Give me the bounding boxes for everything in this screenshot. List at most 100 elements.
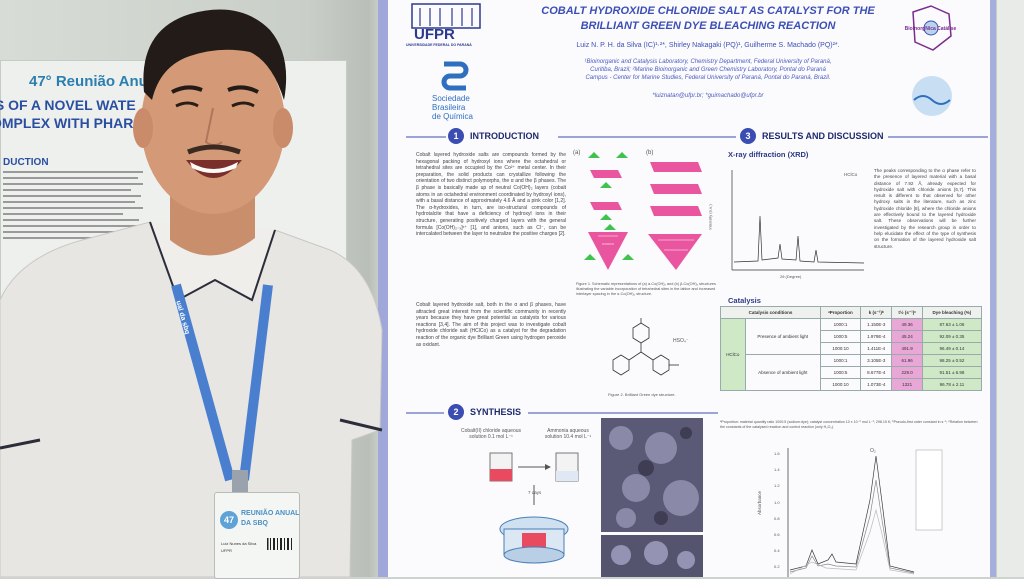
reagent-1-line-1: Cobalt(II) chloride aqueous (460, 428, 522, 434)
intro-number: 1 (448, 128, 464, 144)
uv-ytick: 1.4 (774, 467, 780, 473)
fig-label-a: (a) (573, 150, 581, 156)
synthesis-number: 2 (448, 404, 464, 420)
badge-line-2: DA SBQ (241, 520, 268, 527)
sbq-line-2: Brasileira (432, 103, 466, 112)
table-header: ᵃProportion (819, 306, 862, 319)
badge-line-1: REUNIÃO ANUAL (241, 510, 300, 517)
catalysis-title: Catalysis (728, 296, 761, 305)
fig1-caption: Figure 1. Schematic representations of (… (576, 282, 716, 296)
crystal-structure-figure (584, 152, 702, 270)
group-cell: Absence of ambient light (744, 354, 821, 391)
lab-logo-text: BioInorgNica Catálise (904, 26, 957, 32)
synthesis-heading: 2 SYNTHESIS (448, 404, 521, 420)
uv-ytick: 1.6 (774, 451, 780, 456)
xrd-xlabel: 2θ (Degree) (780, 274, 802, 279)
poster-emails: *luiznatan@ufpr.br; *guimachado@ufpr.br (652, 93, 764, 99)
table-cell: 8.677E-4 (859, 366, 893, 379)
left-poster-section: DUCTION (3, 157, 49, 168)
table-header-row: Catalysis conditions ᵃProportion k (s⁻¹)… (720, 306, 983, 319)
poster-affiliation-1: ¹Bioinorganic and Catalysis Laboratory, … (584, 59, 832, 65)
results-number: 3 (740, 128, 756, 144)
table-cell: 1000:1 (819, 318, 862, 331)
uv-ytick: 1.0 (774, 499, 780, 505)
intro-title: INTRODUCTION (470, 131, 539, 141)
uv-ytick: 0.6 (774, 532, 780, 538)
research-poster: UFPR UNIVERSIDADE FEDERAL DO PARANÁ Soci… (378, 0, 996, 577)
sbq-line-3: de Química (432, 112, 473, 121)
catalysis-table: Catalysis conditions ᵃProportion k (s⁻¹)… (720, 306, 983, 391)
intro-paragraph-1: Cobalt layered hydroxide salts are compo… (416, 152, 566, 238)
results-heading: 3 RESULTS AND DISCUSSION (740, 128, 884, 144)
left-poster-text-lines (3, 171, 143, 239)
table-header: Catalysis conditions (720, 306, 821, 319)
hso4-label: HSO₄⁻ (673, 338, 689, 344)
table-row: 1000:5 1.979E-4 45.24 92.09 ± 0.35 (721, 330, 983, 343)
group-cell: Presence of ambient light (744, 318, 821, 355)
table-cell: 1000:5 (819, 366, 862, 379)
uv-ytick: 0.8 (774, 515, 780, 521)
person-smiling (0, 9, 383, 577)
uv-ytick: 0.4 (774, 548, 780, 554)
sbq-logo-icon (441, 61, 469, 91)
table-row: 1000:10 1.073E-4 1321 96.78 ± 2.11 (721, 378, 983, 391)
table-row: 1000:10 1.411E-4 491.9 96.49 ± 0.14 (721, 342, 983, 355)
synthesis-rule-right (528, 412, 718, 414)
poster-title-line-1: COBALT HYDROXIDE CHLORIDE SALT AS CATALY… (541, 5, 875, 17)
results-title: RESULTS AND DISCUSSION (762, 131, 884, 141)
reagent-2-line-2: solution 10.4 mol L⁻¹ (544, 434, 592, 440)
table-cell: 61.96 (891, 354, 923, 367)
poster-affiliation-2: Curitiba, Brazil; ²Marine Bioinorganic a… (590, 67, 826, 73)
left-poster-heading-1: IS OF A NOVEL WATE (0, 97, 136, 113)
poster-authors: Luiz N. P. H. da Silva (IC)¹·²*, Shirley… (576, 42, 840, 49)
table-cell: 49.36 (891, 318, 923, 331)
barcode-icon (267, 538, 292, 550)
table-cell: 92.09 ± 0.35 (921, 330, 983, 343)
intro-rule-right (558, 136, 718, 138)
table-cell: 96.78 ± 2.11 (921, 378, 983, 391)
intro-heading: 1 INTRODUCTION (448, 128, 539, 144)
catalyst-cell: HClCo (720, 318, 746, 391)
synthesis-days: 7 days (528, 490, 542, 495)
reagent-2-line-1: Ammonia aqueous (547, 428, 589, 434)
uv-yticks: 1.6 1.4 1.2 1.0 0.8 0.6 0.4 0.2 (774, 446, 780, 576)
table-cell: 87.63 ± 1.06 (921, 318, 983, 331)
table-cell: 3.105E-3 (859, 354, 893, 367)
table-cell: 91.51 ± 6.98 (921, 366, 983, 379)
poster-title-line-2: BRILLIANT GREEN DYE BLEACHING REACTION (580, 20, 836, 32)
uv-ytick: 0.2 (774, 564, 780, 570)
table-cell: 491.9 (891, 342, 923, 355)
uv-ytick: 1.2 (774, 483, 780, 489)
table-row: 1000:5 8.677E-4 229.0 91.51 ± 6.98 (721, 366, 983, 379)
sem-image-bottom (601, 535, 703, 577)
sem-image-top (601, 418, 703, 532)
table-cell: 1.073E-4 (859, 378, 893, 391)
xrd-ylabel: Intensity (a.u.) (707, 204, 713, 230)
uv-ylabel: Absorbance (757, 490, 763, 516)
table-cell: 1000:10 (819, 378, 862, 391)
badge-number: 47 (220, 511, 238, 529)
results-rule-left (718, 136, 736, 138)
lab-logo-icon (912, 5, 952, 51)
table-cell: 1.411E-4 (859, 342, 893, 355)
table-row: Absence of ambient light 1000:1 3.105E-3… (721, 354, 983, 391)
synthesis-scheme (489, 452, 579, 564)
table-cell: 1000:5 (819, 330, 862, 343)
table-header: t½ (s⁻¹)ᶜ (891, 306, 923, 319)
table-header: k (s⁻¹)ᵇ (859, 306, 893, 319)
intro-rule-left (406, 136, 446, 138)
fig-label-b: (b) (646, 150, 654, 156)
table-cell: 98.25 ± 0.52 (921, 354, 983, 367)
synthesis-rule-left (406, 412, 444, 414)
right-wall-panel (995, 0, 1024, 577)
table-cell: 1321 (891, 378, 923, 391)
table-cell: 229.0 (891, 366, 923, 379)
badge-name: Luiz Nunes da Silva (221, 541, 257, 546)
xrd-title: X-ray diffraction (XRD) (728, 150, 809, 159)
intro-paragraph-2: Cobalt layered hydroxide salt, both in t… (416, 302, 566, 348)
table-cell: 1.150E-3 (859, 318, 893, 331)
left-poster-title: 47° Reunião Anual (29, 73, 161, 90)
table-cell: 1000:10 (819, 342, 862, 355)
table-cell: 96.49 ± 0.14 (921, 342, 983, 355)
badge-affiliation: UFPR (221, 548, 232, 553)
